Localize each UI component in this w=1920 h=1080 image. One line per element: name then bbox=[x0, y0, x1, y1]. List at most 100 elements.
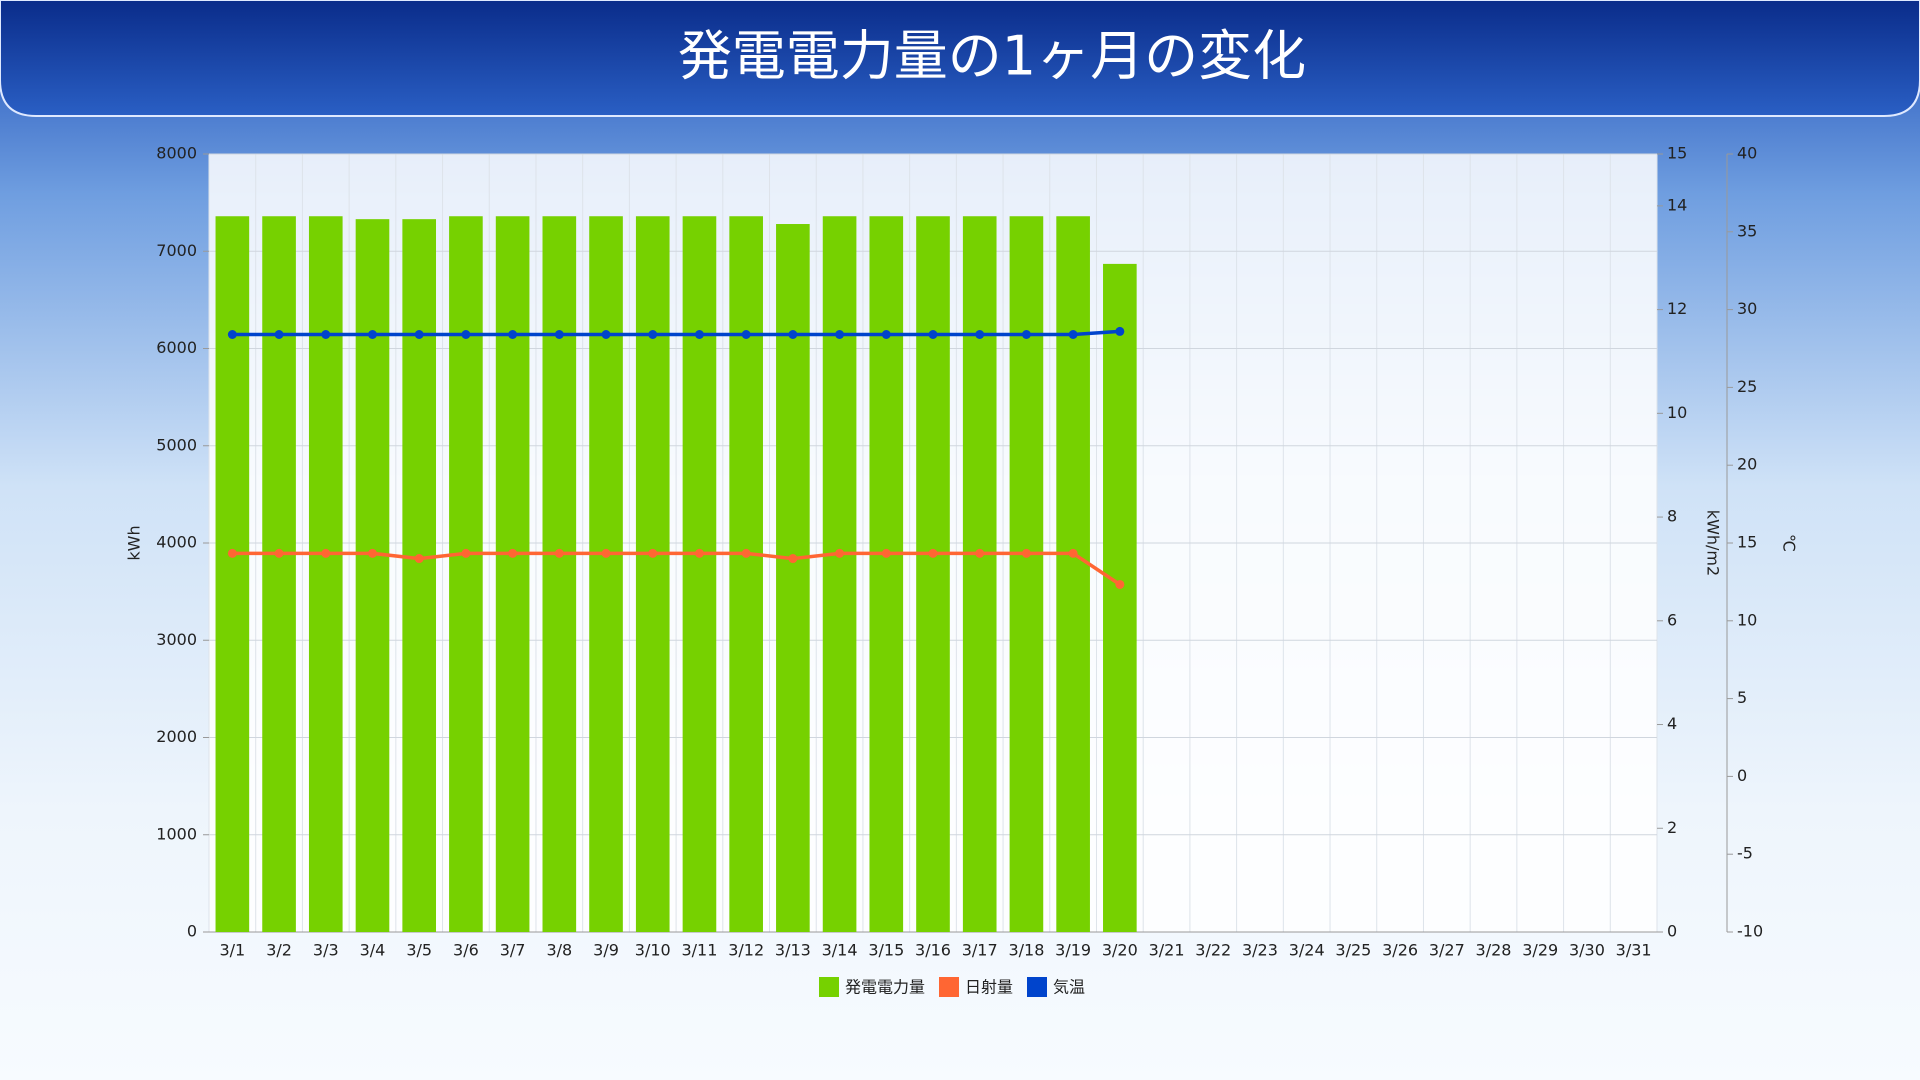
x-tick-label: 3/8 bbox=[546, 941, 572, 960]
x-tick-label: 3/22 bbox=[1195, 941, 1231, 960]
x-tick-label: 3/6 bbox=[453, 941, 479, 960]
bar bbox=[215, 216, 250, 933]
point bbox=[554, 548, 564, 558]
point bbox=[461, 329, 471, 339]
bar bbox=[729, 216, 763, 933]
x-tick-label: 3/2 bbox=[266, 941, 292, 960]
bar bbox=[1056, 216, 1090, 933]
y3-tick-label: 35 bbox=[1737, 221, 1757, 240]
x-tick-label: 3/4 bbox=[360, 941, 386, 960]
x-tick-label: 3/16 bbox=[915, 941, 951, 960]
bar bbox=[962, 216, 997, 933]
x-tick-label: 3/10 bbox=[635, 941, 671, 960]
point bbox=[461, 548, 471, 558]
bar bbox=[635, 216, 670, 933]
point bbox=[694, 329, 704, 339]
y-tick-label: 0 bbox=[187, 922, 197, 941]
point bbox=[1115, 579, 1125, 589]
y3-tick-label: 20 bbox=[1737, 455, 1757, 474]
y2-tick-label: 8 bbox=[1667, 507, 1677, 526]
legend-swatch bbox=[939, 977, 959, 997]
y-tick-label: 8000 bbox=[156, 144, 197, 163]
point bbox=[1068, 329, 1078, 339]
x-tick-label: 3/12 bbox=[728, 941, 764, 960]
x-tick-label: 3/23 bbox=[1242, 941, 1278, 960]
point bbox=[1021, 548, 1031, 558]
y2-tick-label: 14 bbox=[1667, 195, 1687, 214]
point bbox=[648, 329, 658, 339]
x-tick-label: 3/20 bbox=[1102, 941, 1138, 960]
y3-tick-label: 10 bbox=[1737, 610, 1757, 629]
x-tick-label: 3/26 bbox=[1382, 941, 1418, 960]
y3-tick-label: -5 bbox=[1737, 844, 1753, 863]
chart-title: 発電電力量の1ヶ月の変化 bbox=[678, 25, 1306, 88]
bar bbox=[822, 216, 857, 933]
y-tick-label: 1000 bbox=[156, 824, 197, 843]
bar bbox=[262, 216, 296, 933]
x-tick-label: 3/11 bbox=[681, 941, 717, 960]
point bbox=[975, 329, 985, 339]
point bbox=[508, 329, 518, 339]
point bbox=[274, 329, 284, 339]
legend-swatch bbox=[1027, 977, 1047, 997]
x-tick-label: 3/9 bbox=[593, 941, 619, 960]
point bbox=[601, 548, 611, 558]
x-tick-label: 3/21 bbox=[1149, 941, 1185, 960]
point bbox=[227, 548, 237, 558]
y-tick-label: 5000 bbox=[156, 435, 197, 454]
point bbox=[881, 329, 891, 339]
point bbox=[508, 548, 518, 558]
point bbox=[788, 554, 798, 564]
point bbox=[414, 329, 424, 339]
point bbox=[741, 329, 751, 339]
y3-tick-label: -10 bbox=[1737, 922, 1763, 941]
point bbox=[928, 548, 938, 558]
bar bbox=[1009, 216, 1044, 933]
point bbox=[321, 548, 331, 558]
y-tick-label: 6000 bbox=[156, 338, 197, 357]
y-tick-label: 4000 bbox=[156, 533, 197, 552]
x-tick-label: 3/14 bbox=[822, 941, 858, 960]
bar bbox=[776, 224, 810, 932]
point bbox=[975, 548, 985, 558]
y3-tick-label: 5 bbox=[1737, 688, 1747, 707]
y2-tick-label: 0 bbox=[1667, 922, 1677, 941]
bar bbox=[495, 216, 530, 933]
point bbox=[648, 548, 658, 558]
bar bbox=[869, 216, 904, 933]
y2-tick-label: 4 bbox=[1667, 714, 1677, 733]
legend-swatch bbox=[819, 977, 839, 997]
bar bbox=[402, 219, 437, 933]
legend-label: 気温 bbox=[1053, 978, 1085, 997]
x-tick-label: 3/19 bbox=[1055, 941, 1091, 960]
x-tick-label: 3/15 bbox=[868, 941, 904, 960]
y3-tick-label: 30 bbox=[1737, 299, 1757, 318]
y2-tick-label: 6 bbox=[1667, 610, 1677, 629]
x-tick-label: 3/7 bbox=[500, 941, 526, 960]
bar bbox=[449, 216, 483, 933]
point bbox=[601, 329, 611, 339]
point bbox=[928, 329, 938, 339]
point bbox=[554, 329, 564, 339]
y2-tick-label: 10 bbox=[1667, 403, 1687, 422]
point bbox=[274, 548, 284, 558]
bar bbox=[589, 216, 623, 933]
point bbox=[227, 329, 237, 339]
x-tick-label: 3/1 bbox=[219, 941, 245, 960]
x-tick-label: 3/29 bbox=[1522, 941, 1558, 960]
bar bbox=[355, 219, 390, 933]
y-axis-title: kWh bbox=[125, 525, 144, 560]
bar bbox=[542, 216, 577, 933]
y-tick-label: 3000 bbox=[156, 630, 197, 649]
x-tick-label: 3/5 bbox=[406, 941, 432, 960]
x-tick-label: 3/3 bbox=[313, 941, 339, 960]
point bbox=[414, 554, 424, 564]
y-tick-label: 2000 bbox=[156, 727, 197, 746]
header-band bbox=[0, 0, 1920, 117]
x-tick-label: 3/28 bbox=[1476, 941, 1512, 960]
y3-tick-label: 15 bbox=[1737, 533, 1757, 552]
bar bbox=[682, 216, 717, 933]
y2-axis-title: kWh/m2 bbox=[1704, 510, 1723, 576]
